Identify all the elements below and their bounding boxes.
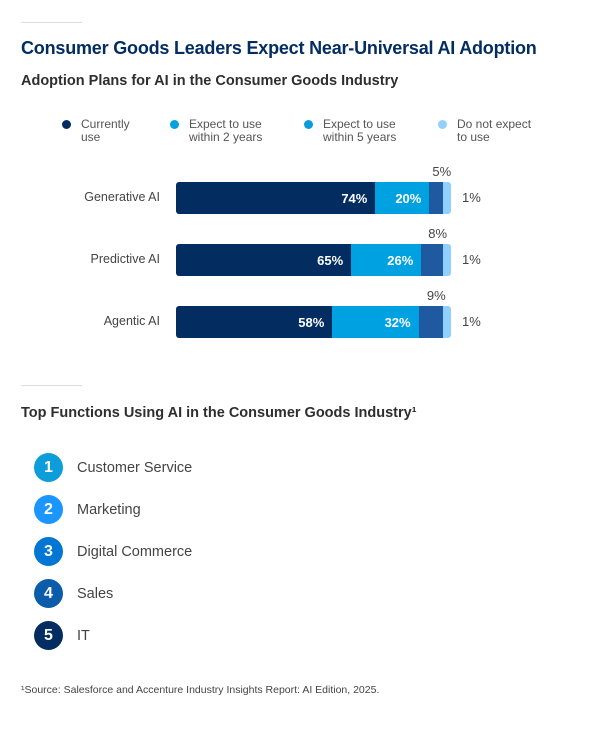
bar-segment xyxy=(418,306,443,338)
legend-label-line: Do not expect xyxy=(457,117,532,131)
bar-segment: 26% xyxy=(351,244,422,276)
bar-segment: 58% xyxy=(176,306,333,338)
legend-label-line: Expect to use xyxy=(323,117,396,131)
footnote: ¹Source: Salesforce and Accenture Indust… xyxy=(21,684,380,696)
divider xyxy=(21,385,82,386)
legend-label-line: within 2 years xyxy=(189,130,263,144)
rank-badge: 2 xyxy=(34,495,63,524)
rank-badge: 4 xyxy=(34,579,63,608)
legend-label: Do not expect to use xyxy=(457,118,531,144)
data-label: 65% xyxy=(317,252,344,268)
data-label: 26% xyxy=(387,252,414,268)
bar-segment xyxy=(442,182,451,214)
category-label: Agentic AI xyxy=(103,314,160,328)
legend-label-line: Expect to use xyxy=(189,117,262,131)
legend-label-line: within 5 years xyxy=(323,130,397,144)
legend-label: Currently use xyxy=(81,118,130,144)
legend-item: Do not expect to use xyxy=(438,118,531,144)
data-label: 20% xyxy=(395,190,422,206)
category-label: Predictive AI xyxy=(90,252,160,266)
legend-item: Expect to use within 5 years xyxy=(304,118,396,144)
legend-label: Expect to use within 2 years xyxy=(189,118,262,144)
legend-item: Currently use xyxy=(62,118,130,144)
bar-segment: 65% xyxy=(176,244,352,276)
legend-swatch xyxy=(438,120,447,129)
data-label: 1% xyxy=(462,252,481,267)
function-item: 5 IT xyxy=(34,621,90,650)
data-label: 1% xyxy=(462,190,481,205)
legend-label: Expect to use within 5 years xyxy=(323,118,396,144)
bar-row: 58% 32% xyxy=(176,306,451,338)
bar-segment: 74% xyxy=(176,182,376,214)
category-label: Generative AI xyxy=(84,190,160,204)
legend-label-line: to use xyxy=(457,130,490,144)
legend-swatch xyxy=(62,120,71,129)
divider xyxy=(21,22,82,23)
function-label: Customer Service xyxy=(77,459,193,476)
legend-label-line: Currently xyxy=(81,117,130,131)
data-label: 1% xyxy=(462,314,481,329)
function-label: IT xyxy=(77,627,90,644)
bar-segment: 20% xyxy=(375,182,430,214)
bar-segment xyxy=(443,306,451,338)
bar-row: 74% 20% xyxy=(176,182,451,214)
bar-segment xyxy=(429,182,443,214)
bar-segment xyxy=(443,244,451,276)
function-item: 2 Marketing xyxy=(34,495,141,524)
bar-row: 65% 26% xyxy=(176,244,451,276)
functions-title: Top Functions Using AI in the Consumer G… xyxy=(21,405,417,421)
legend-swatch xyxy=(170,120,179,129)
page-title: Consumer Goods Leaders Expect Near-Unive… xyxy=(21,38,537,58)
rank-badge: 3 xyxy=(34,537,63,566)
legend-item: Expect to use within 2 years xyxy=(170,118,262,144)
data-label: 58% xyxy=(298,314,325,330)
data-label: 8% xyxy=(428,226,448,241)
data-label: 74% xyxy=(341,190,368,206)
legend-swatch xyxy=(304,120,313,129)
data-label: 5% xyxy=(432,164,452,179)
function-item: 1 Customer Service xyxy=(34,453,192,482)
data-label: 32% xyxy=(384,314,411,330)
rank-badge: 5 xyxy=(34,621,63,650)
function-label: Marketing xyxy=(77,501,141,518)
function-item: 3 Digital Commerce xyxy=(34,537,192,566)
function-item: 4 Sales xyxy=(34,579,113,608)
legend-label-line: use xyxy=(81,130,101,144)
chart-title: Adoption Plans for AI in the Consumer Go… xyxy=(21,73,399,89)
bar-segment: 32% xyxy=(332,306,419,338)
function-label: Digital Commerce xyxy=(77,543,193,560)
function-label: Sales xyxy=(77,585,114,602)
data-label: 9% xyxy=(426,288,446,303)
rank-badge: 1 xyxy=(34,453,63,482)
bar-segment xyxy=(421,244,443,276)
